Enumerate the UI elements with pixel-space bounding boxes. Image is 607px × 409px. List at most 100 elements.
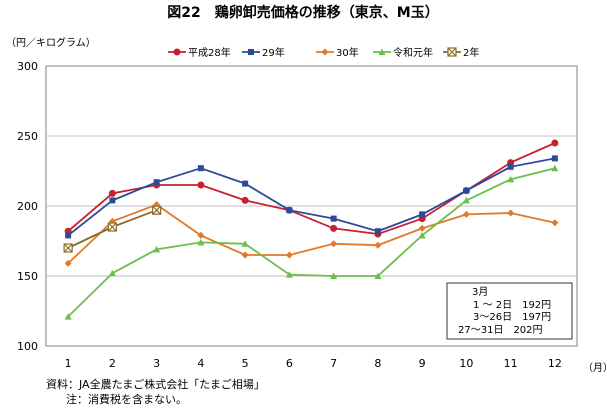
data-point [374,228,381,235]
series-layer [63,139,559,320]
data-point [330,224,338,232]
data-point [374,241,382,249]
x-tick-label: 7 [330,357,337,370]
data-point [63,243,73,253]
x-tick-label: 6 [286,357,293,370]
marker-circle [330,224,338,232]
marker-square [286,207,293,214]
marker-square [507,163,514,170]
x-tick-label: 2 [109,357,116,370]
annotation-box: 3月 1 ～ 2日 192円 3～26日 197円 27～31日 202円 [446,282,573,340]
marker-triangle [153,245,161,253]
data-point [197,238,205,246]
marker-circle [173,48,181,56]
data-point [330,240,338,248]
data-point [551,219,559,227]
data-point [64,259,72,267]
series-triangle [64,164,559,320]
x-tick-label: 4 [197,357,204,370]
series-line [67,167,556,318]
marker-cross [63,243,73,253]
data-point [286,207,293,214]
marker-cross [447,47,457,57]
data-point [378,48,386,55]
y-tick-label: 300 [17,60,38,73]
marker-square [419,211,426,218]
legend-item: 29年 [242,46,285,59]
marker-circle [241,196,249,204]
y-tick-label: 250 [17,130,38,143]
y-axis: 100 150 200 250 300 [17,60,38,353]
data-point [285,271,293,278]
series-line [67,203,556,265]
legend-item: 2年 [443,46,479,59]
marker-square [109,197,116,204]
data-point [418,224,426,232]
data-point [462,210,470,218]
data-point [418,231,426,239]
x-tick-label: 9 [419,357,426,370]
x-tick-label: 10 [459,357,473,370]
data-point [248,49,254,55]
data-point [197,231,205,239]
marker-diamond [418,224,426,232]
data-point [241,196,249,204]
marker-square [463,187,470,194]
data-point [153,179,160,186]
marker-square [551,155,558,162]
marker-diamond [330,240,338,248]
annotation-frame [446,282,573,340]
data-point [241,251,249,259]
data-point [241,240,249,247]
y-tick-label: 150 [17,270,38,283]
tax-note: 注：消費税を含まない。 [66,392,187,406]
series-xsquare [63,205,162,253]
marker-diamond [241,251,249,259]
legend-label: 29年 [262,46,285,59]
marker-square [242,180,249,187]
marker-triangle [462,196,470,204]
legend-label: 2年 [463,46,479,59]
data-point [108,269,116,277]
marker-cross [107,222,117,232]
x-tick-label: 11 [504,357,518,370]
data-point [507,163,514,170]
marker-circle [197,181,205,189]
data-point [242,180,249,187]
data-point [374,272,382,279]
marker-triangle [108,269,116,277]
marker-triangle [551,164,559,172]
legend-item: 30年 [316,46,359,59]
marker-square [374,228,381,235]
legend-label: 30年 [336,46,359,59]
marker-diamond [321,48,329,56]
annotation-line: 27～31日 202円 [458,325,543,336]
marker-circle [108,189,116,197]
x-tick-label: 1 [65,357,72,370]
marker-triangle [330,272,338,279]
marker-diamond [507,209,515,217]
marker-triangle [64,313,72,320]
marker-circle [551,139,559,147]
x-axis: 1 2 3 4 5 6 7 8 9 10 11 12 [65,357,562,370]
marker-triangle [418,231,426,239]
data-point [321,48,329,56]
data-point [551,164,559,172]
data-point [551,155,558,162]
marker-diamond [64,259,72,267]
data-point [330,272,338,279]
marker-triangle [197,238,205,246]
marker-diamond [374,241,382,249]
marker-triangle [374,272,382,279]
y-tick-label: 100 [17,340,38,353]
data-point [285,251,293,259]
annotation-line: 1 ～ 2日 192円 [463,300,551,311]
y-tick-label: 200 [17,200,38,213]
marker-square [330,215,337,222]
legend: 平成28年 29年 30年 令和元年 2年 [168,46,479,59]
marker-diamond [462,210,470,218]
series-square [65,155,558,239]
x-tick-label: 3 [153,357,160,370]
data-point [551,139,559,147]
